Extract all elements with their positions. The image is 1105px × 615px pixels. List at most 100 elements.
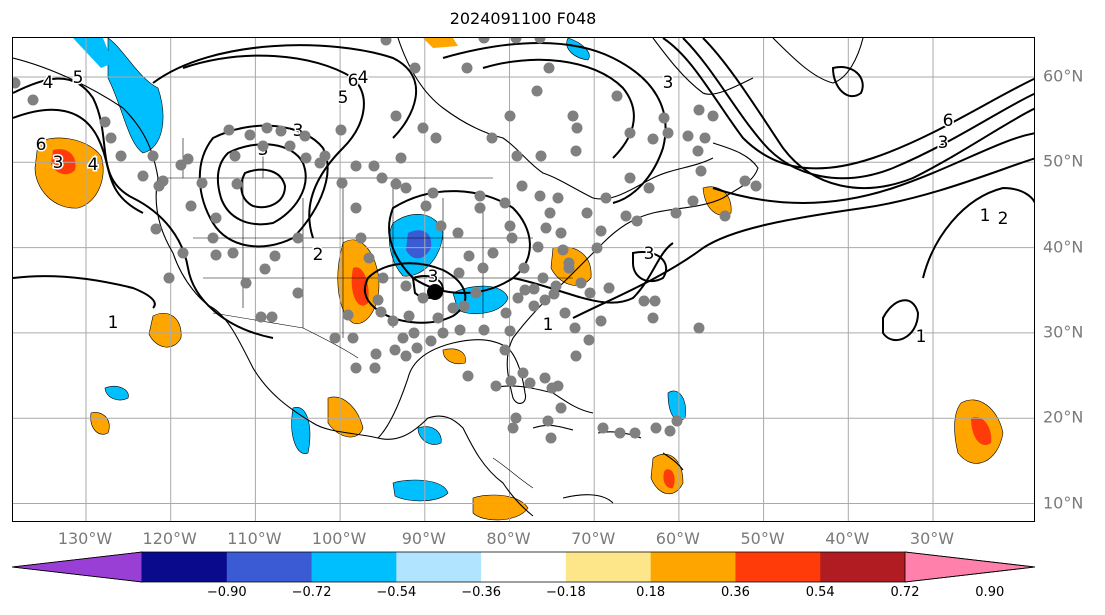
station-marker — [377, 272, 389, 284]
station-marker — [544, 207, 556, 219]
station-marker — [539, 294, 551, 306]
station-marker — [643, 182, 655, 194]
longitude-label: 100°W — [311, 529, 367, 548]
station-marker — [478, 324, 490, 336]
latitude-label: 40°N — [1043, 237, 1084, 257]
station-marker — [510, 38, 522, 44]
station-marker — [629, 427, 641, 439]
station-marker — [534, 190, 546, 202]
station-marker — [719, 210, 731, 222]
station-marker — [147, 150, 159, 162]
colorbar-tick-label: 0.90 — [975, 585, 1005, 600]
station-marker — [397, 332, 409, 344]
station-marker — [210, 249, 222, 261]
colorbar-outline — [12, 551, 1036, 583]
coastlines — [13, 38, 864, 517]
station-marker — [624, 127, 636, 139]
station-marker — [477, 262, 489, 274]
station-marker — [257, 140, 269, 152]
station-marker — [670, 207, 682, 219]
colorbar-segment — [396, 552, 482, 582]
station-marker — [631, 215, 643, 227]
station-marker — [647, 312, 659, 324]
station-marker — [463, 250, 475, 262]
contour-label: 3 — [938, 133, 949, 153]
station-marker — [614, 427, 626, 439]
station-marker — [105, 132, 117, 144]
station-marker — [693, 322, 705, 334]
station-marker — [261, 122, 273, 134]
station-marker — [504, 220, 516, 232]
contour-label: 3 — [663, 73, 674, 93]
station-marker — [372, 294, 384, 306]
station-marker — [664, 425, 676, 437]
station-marker — [432, 312, 444, 324]
colorbar-tick-label: 0.72 — [890, 585, 920, 600]
station-marker — [474, 202, 486, 214]
station-marker — [658, 112, 670, 124]
station-marker — [649, 295, 661, 307]
contour-labels: 456346543312313631231 — [34, 67, 1010, 349]
station-marker — [259, 263, 271, 275]
station-marker — [535, 150, 547, 162]
station-marker — [240, 277, 252, 289]
station-marker — [569, 322, 581, 334]
station-marker — [542, 415, 554, 427]
station-marker — [581, 207, 593, 219]
station-marker — [591, 242, 603, 254]
station-marker — [671, 415, 683, 427]
station-marker — [13, 77, 21, 89]
station-marker — [300, 152, 312, 164]
station-marker — [699, 132, 711, 144]
station-marker — [319, 150, 331, 162]
contour-label: 5 — [73, 68, 84, 88]
station-marker — [543, 62, 555, 74]
station-marker — [693, 104, 705, 116]
station-marker — [196, 177, 208, 189]
center-location-marker — [427, 284, 443, 300]
station-marker — [150, 223, 162, 235]
station-marker — [478, 38, 490, 44]
station-marker — [336, 177, 348, 189]
station-marker — [682, 130, 694, 142]
contour-label: 6 — [348, 71, 359, 91]
longitude-label: 40°W — [825, 529, 870, 548]
station-marker — [329, 332, 341, 344]
station-marker — [461, 62, 473, 74]
station-marker — [518, 262, 530, 274]
colorbar-tick-label: −0.90 — [206, 585, 247, 600]
station-marker — [99, 116, 111, 128]
height-contours — [13, 38, 1034, 342]
station-marker — [662, 127, 674, 139]
station-marker — [545, 432, 557, 444]
station-marker — [157, 175, 169, 187]
station-marker — [692, 145, 704, 157]
station-marker — [437, 327, 449, 339]
station-marker — [519, 284, 531, 296]
station-marker — [707, 110, 719, 122]
station-marker — [550, 280, 562, 292]
contour-label: 1 — [108, 313, 119, 333]
station-marker — [427, 187, 439, 199]
station-marker — [255, 311, 267, 323]
station-marker — [389, 344, 401, 356]
station-marker — [517, 367, 529, 379]
colorbar-segment — [311, 552, 397, 582]
contour-label: 4 — [358, 68, 369, 88]
contour-label: 3 — [644, 244, 655, 264]
station-marker — [510, 412, 522, 424]
station-marker — [603, 282, 615, 294]
longitude-label: 70°W — [571, 529, 616, 548]
station-marker — [400, 280, 412, 292]
station-marker — [453, 267, 465, 279]
station-marker — [555, 402, 567, 414]
colorbar-segment — [565, 552, 652, 582]
station-marker — [390, 110, 402, 122]
station-marker — [555, 227, 567, 239]
station-marker — [185, 200, 197, 212]
station-marker — [490, 380, 502, 392]
station-marker — [368, 160, 380, 172]
station-marker — [408, 327, 420, 339]
station-marker — [292, 232, 304, 244]
station-marker — [227, 247, 239, 259]
